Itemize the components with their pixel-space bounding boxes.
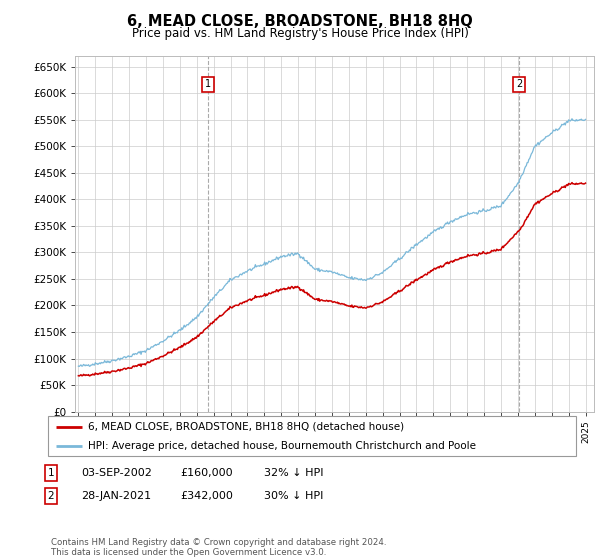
Text: 03-SEP-2002: 03-SEP-2002 (81, 468, 152, 478)
Text: 1: 1 (205, 80, 211, 90)
Text: 1: 1 (47, 468, 55, 478)
Text: 2: 2 (516, 80, 523, 90)
Text: Contains HM Land Registry data © Crown copyright and database right 2024.
This d: Contains HM Land Registry data © Crown c… (51, 538, 386, 557)
Text: £342,000: £342,000 (180, 491, 233, 501)
FancyBboxPatch shape (48, 416, 576, 456)
Text: Price paid vs. HM Land Registry's House Price Index (HPI): Price paid vs. HM Land Registry's House … (131, 27, 469, 40)
Text: HPI: Average price, detached house, Bournemouth Christchurch and Poole: HPI: Average price, detached house, Bour… (88, 441, 476, 451)
Text: 30% ↓ HPI: 30% ↓ HPI (264, 491, 323, 501)
Text: 28-JAN-2021: 28-JAN-2021 (81, 491, 151, 501)
Text: 6, MEAD CLOSE, BROADSTONE, BH18 8HQ (detached house): 6, MEAD CLOSE, BROADSTONE, BH18 8HQ (det… (88, 422, 404, 432)
Text: £160,000: £160,000 (180, 468, 233, 478)
Text: 32% ↓ HPI: 32% ↓ HPI (264, 468, 323, 478)
Text: 6, MEAD CLOSE, BROADSTONE, BH18 8HQ: 6, MEAD CLOSE, BROADSTONE, BH18 8HQ (127, 14, 473, 29)
Text: 2: 2 (47, 491, 55, 501)
